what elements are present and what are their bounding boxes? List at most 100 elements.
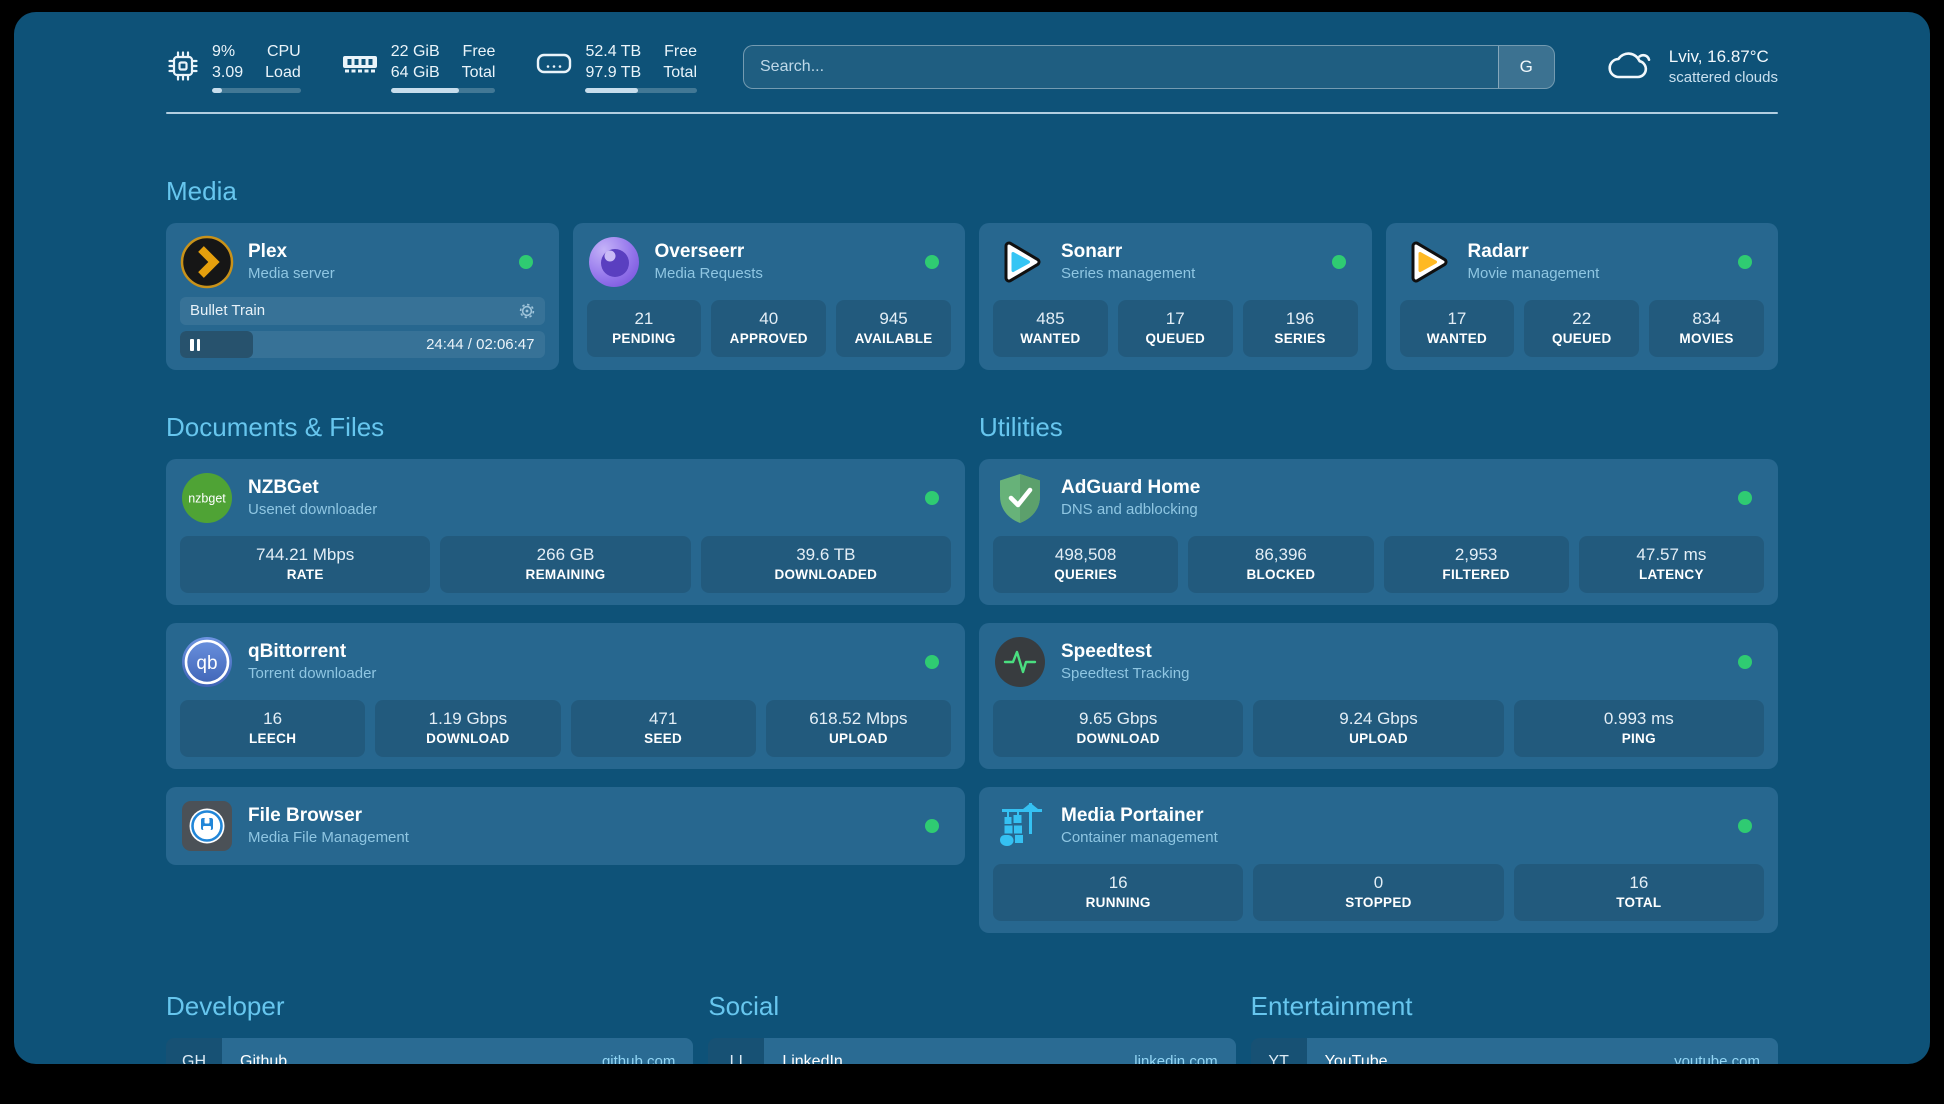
- bookmark-group-entertainment: Entertainment YT YouTube youtube.com NF …: [1250, 991, 1778, 1064]
- stat-value: 16: [1629, 873, 1649, 892]
- service-desc: Series management: [1061, 265, 1196, 282]
- stat-box: 266 GB REMAINING: [440, 536, 691, 593]
- stat-box: 834 MOVIES: [1649, 300, 1764, 357]
- service-card-qbittorrent[interactable]: qb qBittorrent Torrent downloader 16: [166, 623, 965, 769]
- stat-label: LEECH: [248, 731, 297, 746]
- stat-label: STOPPED: [1345, 895, 1412, 910]
- filebrowser-icon: [180, 799, 234, 853]
- stat-label: PENDING: [612, 331, 676, 346]
- svg-text:nzbget: nzbget: [188, 492, 226, 506]
- topbar-divider: [166, 112, 1778, 114]
- service-desc: Media server: [248, 265, 335, 282]
- weather-condition: scattered clouds: [1668, 69, 1778, 86]
- service-card-filebrowser[interactable]: File Browser Media File Management: [166, 787, 965, 865]
- section-title-utilities: Utilities: [979, 412, 1063, 442]
- section-title-documents: Documents & Files: [166, 412, 385, 442]
- stat-label: TOTAL: [1616, 895, 1662, 910]
- stat-value: 471: [648, 709, 678, 728]
- stat-label: MOVIES: [1679, 331, 1734, 346]
- bookmark-name: LinkedIn: [782, 1052, 843, 1065]
- bookmark-github[interactable]: GH Github github.com: [166, 1038, 694, 1065]
- service-desc: Container management: [1061, 829, 1218, 846]
- stat-value: 834: [1692, 309, 1721, 328]
- service-card-nzbget[interactable]: nzbget NZBGet Usenet downloader 744.: [166, 459, 965, 605]
- bookmark-url: youtube.com: [1674, 1053, 1760, 1064]
- status-online-dot: [1738, 255, 1752, 269]
- stat-box: 196 SERIES: [1242, 300, 1358, 357]
- service-card-speedtest[interactable]: Speedtest Speedtest Tracking 9.65 Gbps D…: [979, 623, 1778, 769]
- bookmark-abbr: GH: [166, 1038, 222, 1064]
- service-desc: Movie management: [1467, 265, 1600, 282]
- service-card-adguard[interactable]: AdGuard Home DNS and adblocking 498,508 …: [979, 459, 1778, 605]
- status-online-dot: [925, 655, 939, 669]
- disk-progress-fill: [585, 88, 638, 93]
- stat-label: UPLOAD: [1349, 731, 1408, 746]
- bookmark-youtube[interactable]: YT YouTube youtube.com: [1250, 1038, 1778, 1064]
- memory-total-label: Total: [461, 64, 496, 81]
- stat-box: 21 PENDING: [586, 300, 702, 357]
- plex-now-playing-title: Bullet Train: [190, 302, 266, 319]
- status-online-dot: [925, 255, 939, 269]
- pause-icon: [190, 338, 200, 351]
- stat-label: FILTERED: [1442, 567, 1510, 582]
- service-desc: DNS and adblocking: [1061, 501, 1198, 518]
- service-card-radarr[interactable]: Radarr Movie management 17 WANTED 22 QUE…: [1385, 223, 1778, 370]
- stat-box: 16 LEECH: [180, 700, 366, 757]
- disk-total-label: Total: [663, 64, 697, 81]
- search-provider-button[interactable]: G: [1497, 46, 1554, 88]
- service-desc: Media File Management: [248, 829, 409, 846]
- service-name: Speedtest: [1061, 641, 1152, 662]
- stat-box: 47.57 ms LATENCY: [1578, 536, 1764, 593]
- cpu-progress-fill: [212, 88, 222, 93]
- disk-progress-track: [585, 88, 697, 93]
- service-desc: Usenet downloader: [248, 501, 378, 518]
- service-name: File Browser: [248, 805, 363, 826]
- bookmark-url: linkedin.com: [1134, 1053, 1218, 1064]
- cloud-icon: [1607, 46, 1655, 89]
- service-card-portainer[interactable]: Media Portainer Container management 16 …: [979, 787, 1778, 933]
- stat-box: 22 QUEUED: [1524, 300, 1640, 357]
- stat-value: 1.19 Gbps: [428, 709, 508, 728]
- speedtest-icon: [993, 635, 1047, 689]
- status-online-dot: [1738, 819, 1752, 833]
- overseerr-icon: [587, 235, 641, 289]
- stat-box: 16 RUNNING: [993, 864, 1244, 921]
- stat-box: 471 SEED: [570, 700, 756, 757]
- service-name: NZBGet: [248, 477, 319, 498]
- stat-value: 2,953: [1454, 545, 1498, 564]
- stat-box: 2,953 FILTERED: [1383, 536, 1569, 593]
- stat-label: PING: [1621, 731, 1656, 746]
- stat-box: 1.19 Gbps DOWNLOAD: [375, 700, 561, 757]
- stat-box: 485 WANTED: [993, 300, 1108, 357]
- service-card-sonarr[interactable]: Sonarr Series management 485 WANTED 17 Q…: [979, 223, 1372, 370]
- disk-total-value: 97.9 TB: [585, 64, 642, 81]
- stat-value: 47.57 ms: [1636, 545, 1707, 564]
- stat-box: 17 WANTED: [1399, 300, 1515, 357]
- cpu-load-value: 3.09: [212, 64, 244, 81]
- stat-value: 266 GB: [536, 545, 595, 564]
- stat-value: 86,396: [1254, 545, 1307, 564]
- search-input[interactable]: [744, 46, 1498, 88]
- weather-summary: Lviv, 16.87°C: [1668, 47, 1769, 66]
- stat-box: 744.21 Mbps RATE: [180, 536, 431, 593]
- status-online-dot: [1738, 655, 1752, 669]
- memory-widget: 22 GiB 64 GiB Free Total: [341, 41, 496, 93]
- stat-value: 945: [879, 309, 908, 328]
- stat-box: 86,396 BLOCKED: [1188, 536, 1374, 593]
- stat-box: 0 STOPPED: [1253, 864, 1504, 921]
- section-documents: Documents & Files nzbget: [166, 412, 965, 933]
- disk-widget: 52.4 TB 97.9 TB Free Total: [535, 41, 697, 93]
- service-card-plex[interactable]: Plex Media server Bullet Train: [166, 223, 559, 370]
- stat-value: 9.24 Gbps: [1339, 709, 1418, 728]
- gear-icon[interactable]: [519, 303, 535, 319]
- service-card-overseerr[interactable]: Overseerr Media Requests 21 PENDING 40 A…: [572, 223, 965, 370]
- adguard-icon: [993, 471, 1047, 525]
- dashboard-page: 9% 3.09 CPU Load: [14, 12, 1930, 1064]
- stat-box: 618.52 Mbps UPLOAD: [765, 700, 951, 757]
- bookmark-name: Github: [240, 1052, 288, 1065]
- stat-box: 40 APPROVED: [711, 300, 827, 357]
- top-bar: 9% 3.09 CPU Load: [166, 38, 1778, 96]
- service-name: qBittorrent: [248, 641, 347, 662]
- bookmark-linkedin[interactable]: LI LinkedIn linkedin.com: [708, 1038, 1236, 1065]
- stat-box: 945 AVAILABLE: [836, 300, 951, 357]
